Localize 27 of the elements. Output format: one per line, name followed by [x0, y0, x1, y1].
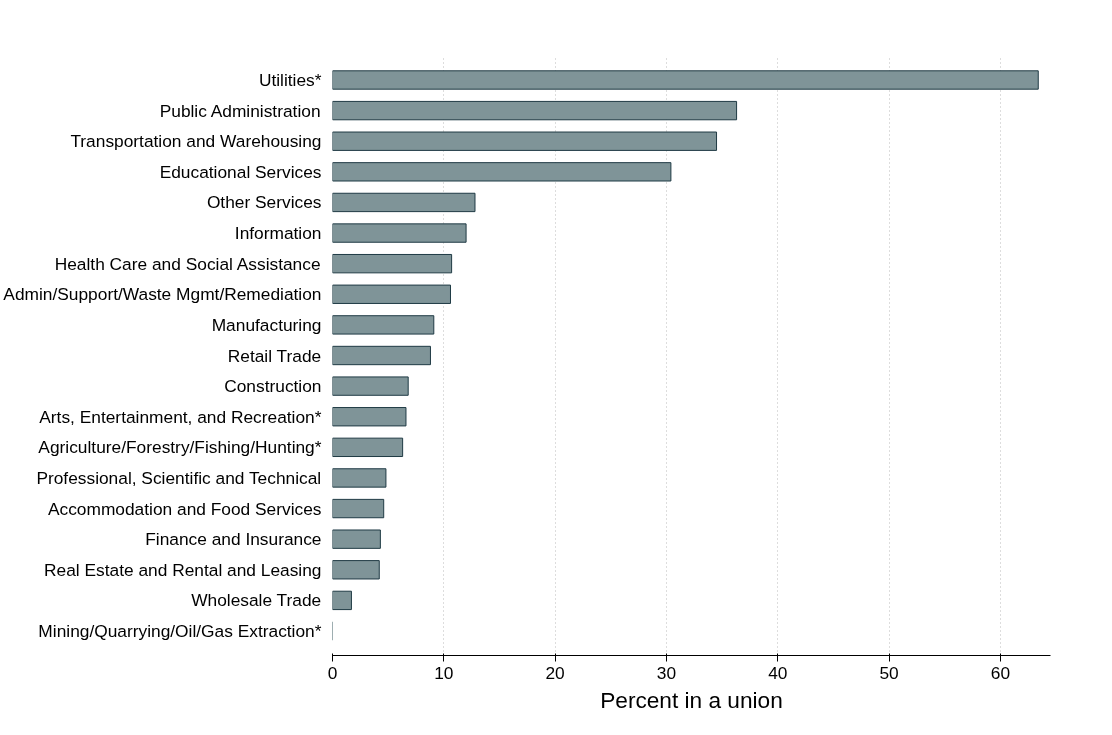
y-tick-label: Health Care and Social Assistance [54, 253, 321, 274]
y-tick-label: Public Administration [159, 100, 321, 121]
y-tick-label: Information [234, 223, 322, 244]
y-tick-label: Construction [224, 376, 322, 397]
y-tick-label: Professional, Scientific and Technical [36, 467, 322, 488]
x-tick-label: 50 [879, 662, 899, 683]
y-tick-label: Accommodation and Food Services [47, 498, 322, 519]
x-tick-label: 10 [434, 662, 454, 683]
y-tick-label: Educational Services [159, 161, 322, 182]
x-tick-label: 0 [327, 662, 338, 683]
x-axis-title: Percent in a union [600, 686, 783, 713]
y-tick-label: Admin/Support/Waste Mgmt/Remediation [3, 284, 322, 305]
y-tick-label: Manufacturing [211, 314, 322, 335]
y-tick-label: Utilities* [258, 69, 322, 90]
x-tick-label: 60 [990, 662, 1011, 683]
y-tick-label: Finance and Insurance [145, 529, 322, 550]
y-tick-label: Wholesale Trade [191, 590, 322, 611]
x-tick-label: 20 [545, 662, 565, 683]
y-tick-label: Transportation and Warehousing [70, 131, 322, 152]
y-tick-label: Arts, Entertainment, and Recreation* [39, 406, 322, 427]
x-tick-label: 40 [768, 662, 788, 683]
y-tick-label: Other Services [206, 192, 322, 213]
y-tick-label: Agriculture/Forestry/Fishing/Hunting* [38, 437, 322, 458]
y-tick-label: Retail Trade [227, 345, 322, 366]
y-tick-label: Real Estate and Rental and Leasing [44, 559, 322, 580]
y-tick-label: Mining/Quarrying/Oil/Gas Extraction* [38, 621, 322, 642]
x-tick-label: 30 [656, 662, 677, 683]
